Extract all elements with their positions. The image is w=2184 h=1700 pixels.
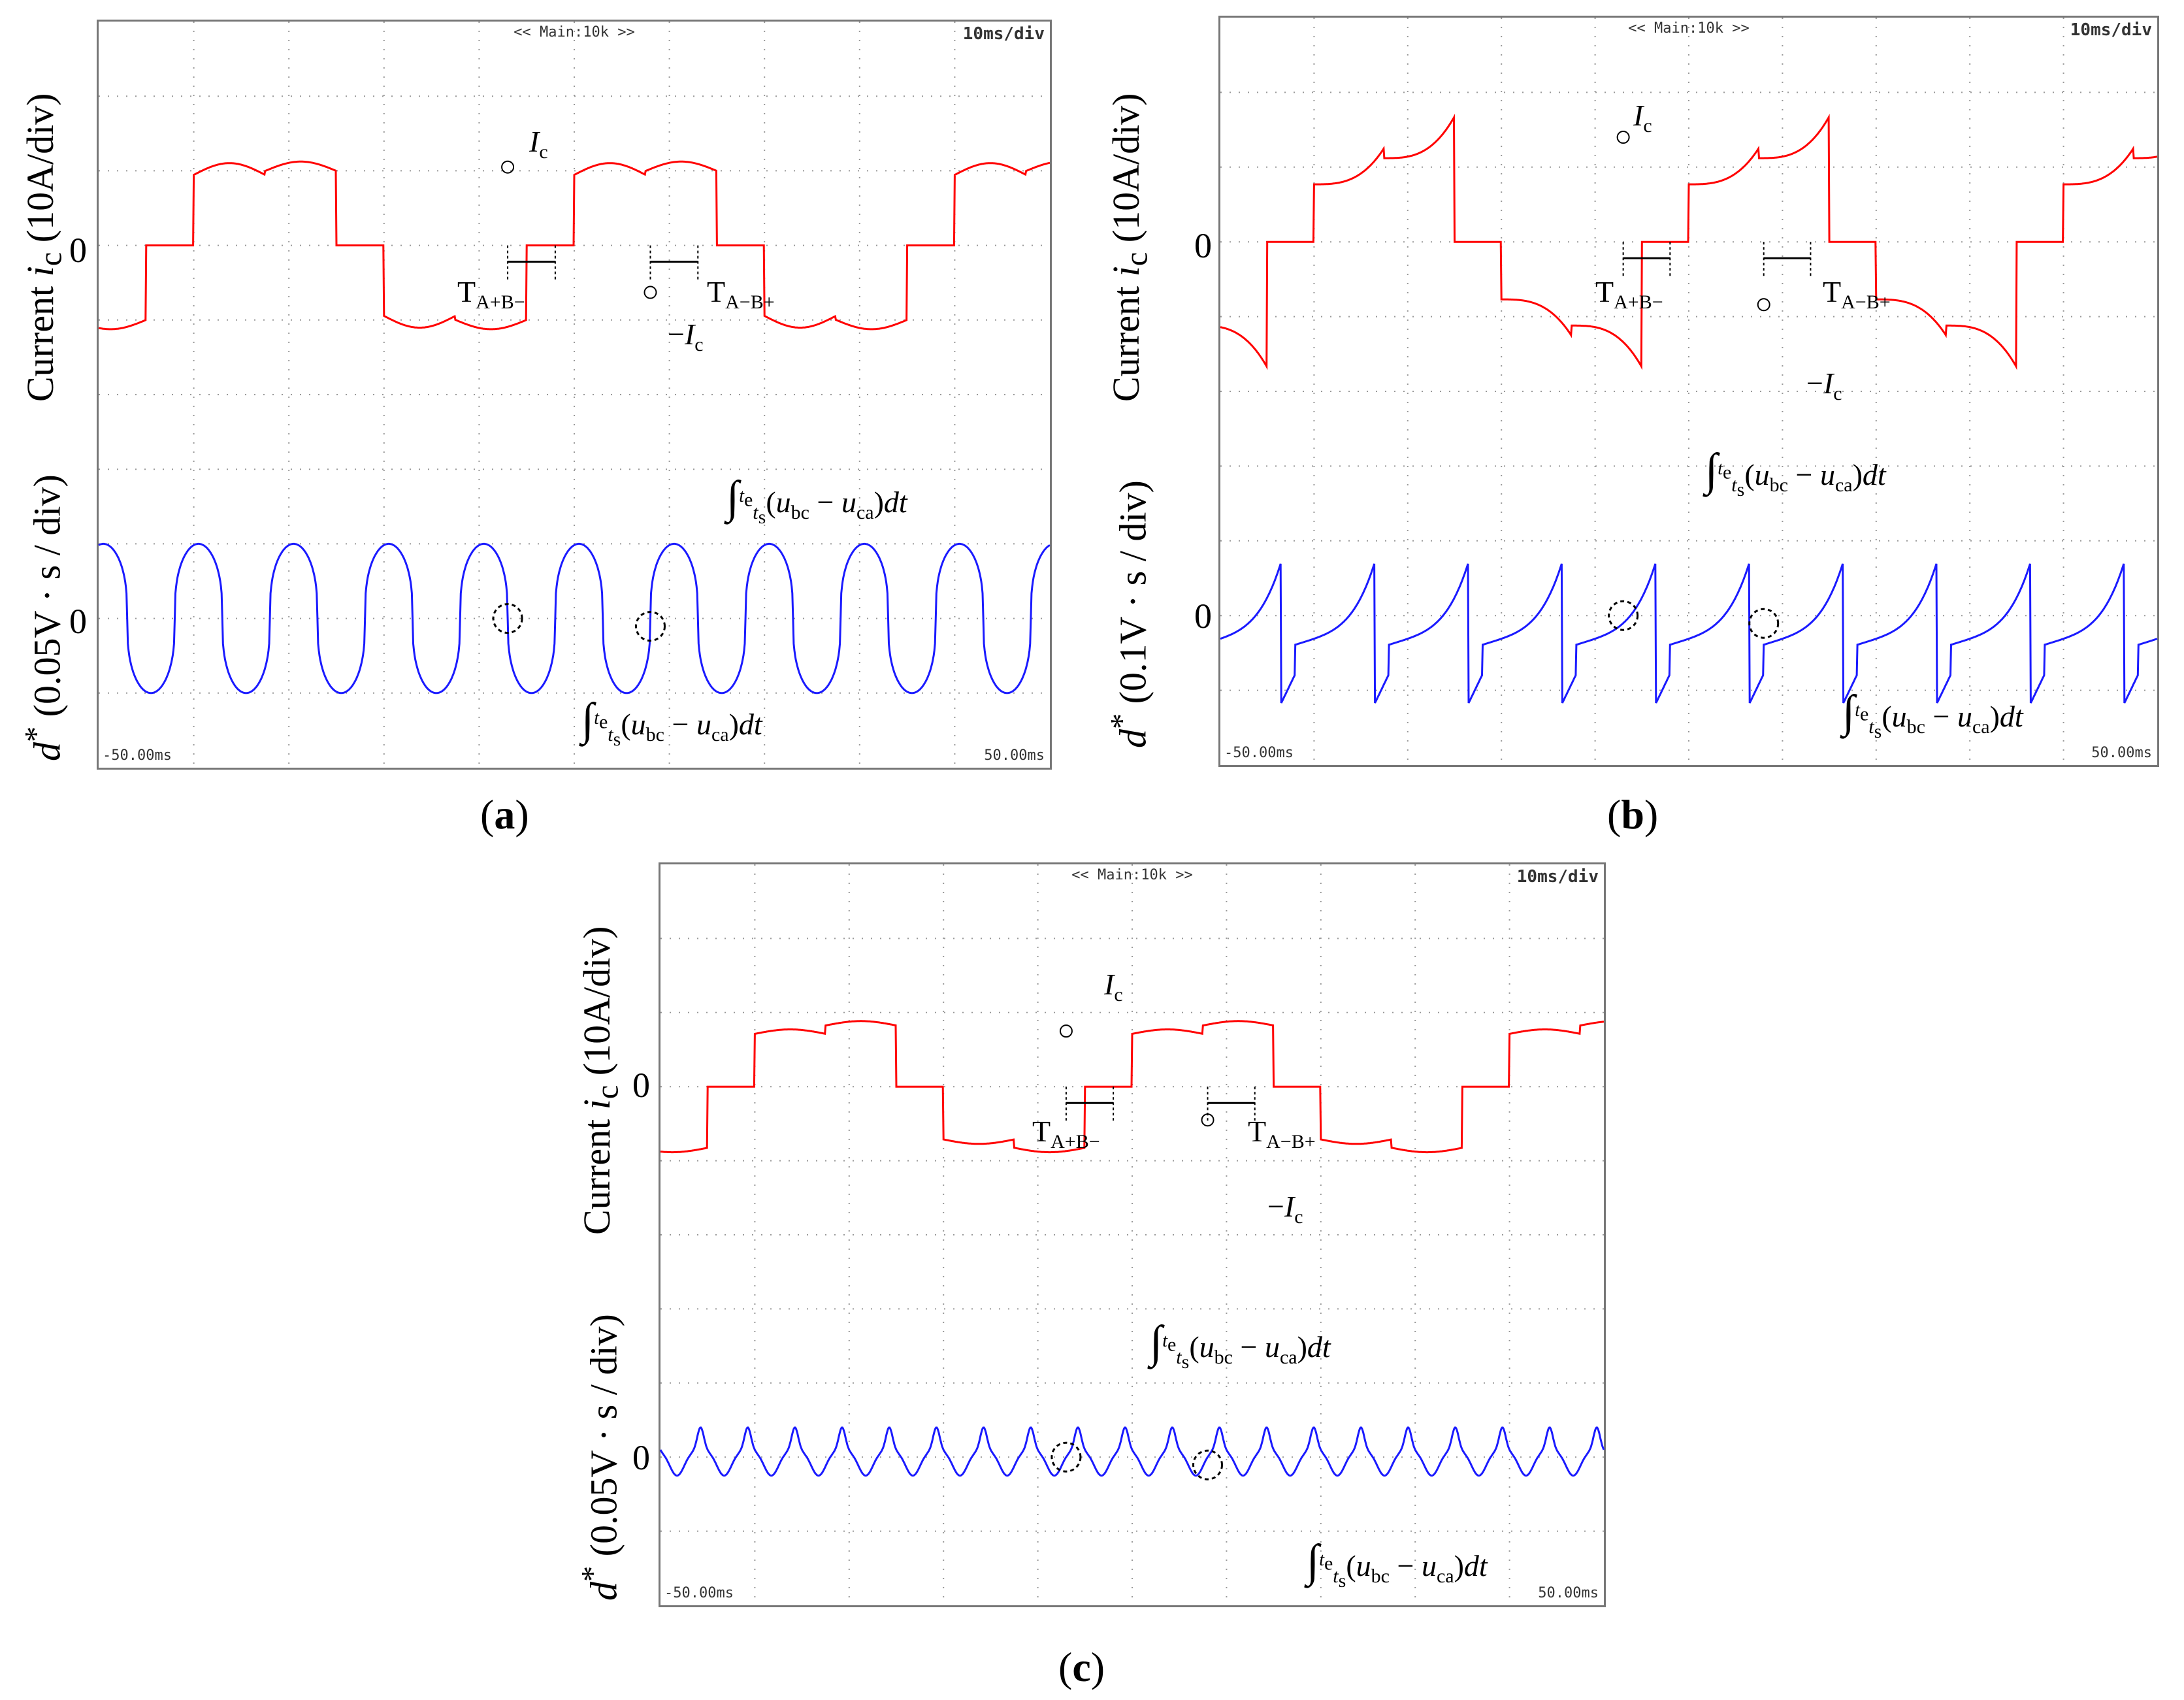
label-TAmBp-a: TA−B+ xyxy=(707,275,775,314)
label-negIc-a: −Ic xyxy=(668,318,704,356)
label-integral-top-a: ∫tets(ubc − uca)dt xyxy=(726,472,907,529)
grid xyxy=(99,22,1050,768)
label-Ic-b: Ic xyxy=(1633,99,1652,137)
label-TApBm-b: TA+B− xyxy=(1595,275,1663,314)
dashed-circle-marker xyxy=(634,611,666,642)
Ic-marker xyxy=(1059,1024,1073,1038)
label-negIc-c: −Ic xyxy=(1267,1190,1303,1228)
markers xyxy=(492,160,699,642)
Ic-marker xyxy=(1616,131,1630,144)
zero-tick-current-a: 0 xyxy=(69,231,87,270)
markers xyxy=(1608,131,1812,639)
time-scale-b: 10ms/div xyxy=(2070,20,2152,40)
current-axis-label-a: Current ic (10A/div) xyxy=(19,93,69,402)
flux-axis-label-c: d* (0.05V · s / div) xyxy=(576,1314,625,1601)
current-axis-label-b: Current ic (10A/div) xyxy=(1105,93,1154,402)
label-integral-bottom-a: ∫tets(ubc − uca)dt xyxy=(581,695,762,751)
label-integral-top-b: ∫tets(ubc − uca)dt xyxy=(1705,445,1886,501)
flux-trace xyxy=(659,1426,1605,1477)
panel-b: Current ic (10A/div) d* (0.1V · s / div)… xyxy=(1098,0,2184,849)
label-Ic-c: Ic xyxy=(1104,968,1123,1006)
dashed-circle-marker xyxy=(1051,1441,1082,1473)
caption-b: (b) xyxy=(1607,791,1659,838)
oscilloscope-b: << Main:10k >> 10ms/div -50.00ms 50.00ms xyxy=(1218,16,2159,767)
zero-tick-current-c: 0 xyxy=(632,1066,650,1105)
dashed-circle-marker xyxy=(1192,1449,1224,1480)
panel-a: Current ic (10A/div) d* (0.05V · s / div… xyxy=(0,0,1071,849)
x-start-c: -50.00ms xyxy=(664,1585,734,1601)
label-TAmBp-b: TA−B+ xyxy=(1823,275,1891,314)
label-integral-top-c: ∫tets(ubc − uca)dt xyxy=(1150,1317,1331,1373)
grid xyxy=(1220,18,2157,765)
oscilloscope-c: << Main:10k >> 10ms/div -50.00ms 50.00ms xyxy=(659,862,1606,1607)
caption-c: (c) xyxy=(1058,1644,1105,1690)
Ic-marker xyxy=(501,160,515,174)
waveform-plot-c xyxy=(659,864,1605,1605)
x-end-b: 50.00ms xyxy=(2091,745,2152,761)
dashed-circle-marker xyxy=(492,603,523,634)
current-trace xyxy=(660,1020,1605,1154)
current-axis-label-c: Current ic (10A/div) xyxy=(576,926,625,1235)
label-TAmBp-c: TA−B+ xyxy=(1248,1115,1316,1153)
time-scale-a: 10ms/div xyxy=(962,24,1045,44)
waveform-plot-b xyxy=(1220,18,2158,765)
label-TApBm-a: TA+B− xyxy=(457,275,525,314)
panel-c: Current ic (10A/div) d* (0.05V · s / div… xyxy=(562,849,1646,1699)
label-TApBm-c: TA+B− xyxy=(1032,1115,1100,1153)
dashed-circle-marker xyxy=(1608,600,1639,631)
caption-a: (a) xyxy=(480,791,529,838)
zero-tick-flux-b: 0 xyxy=(1194,597,1212,636)
scope-header-c: << Main:10k >> xyxy=(1071,867,1193,883)
label-Ic-a: Ic xyxy=(529,125,548,163)
flux-axis-label-b: d* (0.1V · s / div) xyxy=(1105,480,1154,748)
waveform-plot-a xyxy=(98,22,1051,768)
negIc-marker xyxy=(1757,298,1770,312)
x-start-b: -50.00ms xyxy=(1224,745,1294,761)
time-scale-c: 10ms/div xyxy=(1516,867,1599,887)
zero-tick-flux-a: 0 xyxy=(69,602,87,641)
zero-tick-current-b: 0 xyxy=(1194,226,1212,265)
dashed-circle-marker xyxy=(1748,608,1780,639)
x-end-a: 50.00ms xyxy=(984,747,1045,764)
oscilloscope-a: << Main:10k >> 10ms/div -50.00ms 50.00ms xyxy=(97,20,1052,770)
label-integral-bottom-c: ∫tets(ubc − uca)dt xyxy=(1307,1536,1488,1592)
flux-trace xyxy=(1220,563,2158,704)
current-trace xyxy=(98,160,1051,331)
label-negIc-b: −Ic xyxy=(1806,367,1842,405)
markers xyxy=(1051,1024,1256,1480)
flux-axis-label-a: d* (0.05V · s / div) xyxy=(19,474,69,761)
scope-header-b: << Main:10k >> xyxy=(1628,20,1750,37)
grid xyxy=(660,864,1604,1605)
flux-trace xyxy=(98,542,1051,695)
zero-tick-flux-c: 0 xyxy=(632,1438,650,1477)
negIc-marker xyxy=(644,286,657,299)
current-trace xyxy=(1220,114,2158,370)
label-integral-bottom-b: ∫tets(ubc − uca)dt xyxy=(1842,687,2023,743)
x-end-c: 50.00ms xyxy=(1538,1585,1599,1601)
scope-header-a: << Main:10k >> xyxy=(513,24,635,41)
x-start-a: -50.00ms xyxy=(103,747,172,764)
